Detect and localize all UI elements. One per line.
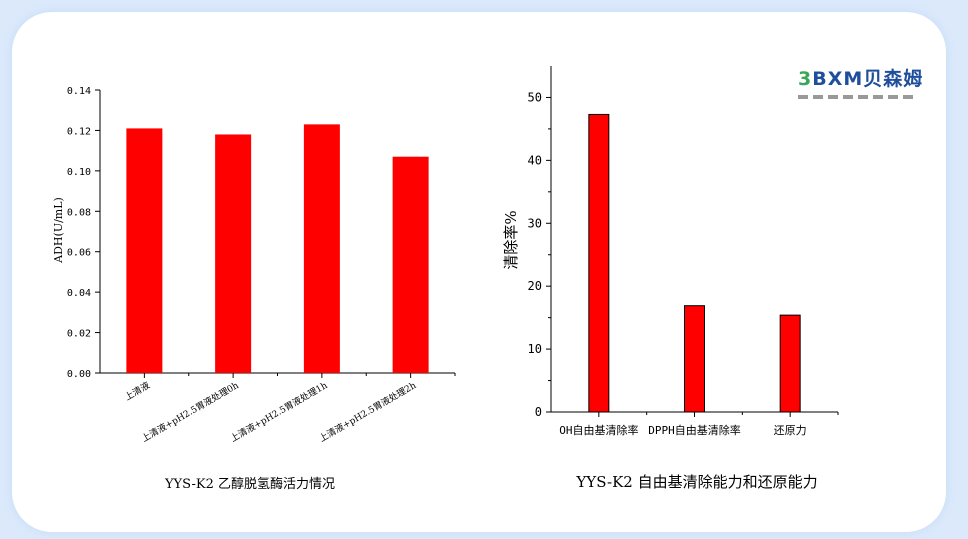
bar (126, 128, 163, 373)
y-axis-label: 清除率% (502, 210, 520, 269)
y-tick-label: 0.12 (67, 126, 91, 137)
x-tick-label: 上清液 (122, 379, 151, 403)
bar (215, 134, 252, 373)
logo-subtitle (798, 95, 916, 99)
y-tick-label: 0 (535, 405, 542, 419)
bar (303, 124, 340, 373)
brand-logo: 3BXM贝森姆 (798, 64, 923, 99)
logo-text: BXM贝森姆 (812, 68, 924, 90)
bar (588, 113, 610, 413)
bar (779, 314, 801, 413)
y-axis-label: ADH(U/mL) (52, 197, 65, 264)
y-tick-label: 0.04 (67, 288, 91, 299)
chart-title: YYS-K2 自由基清除能力和还原能力 (575, 473, 817, 491)
y-tick-label: 0.00 (67, 369, 91, 380)
y-tick-label: 0.06 (67, 248, 91, 259)
y-tick-label: 0.14 (67, 86, 91, 97)
y-tick-label: 20 (528, 279, 542, 293)
bar (392, 156, 429, 373)
x-tick-label: DPPH自由基清除率 (648, 423, 741, 437)
y-tick-label: 0.02 (67, 329, 91, 340)
y-tick-label: 50 (528, 90, 542, 104)
y-tick-label: 0.08 (67, 207, 91, 218)
x-tick-label: OH自由基清除率 (559, 423, 638, 437)
card (12, 12, 946, 532)
x-tick-label: 上清液+pH2.5胃液处理0h (139, 379, 240, 444)
chart-title: YYS-K2 乙醇脱氢酶活力情况 (164, 476, 335, 492)
x-tick-label: 上清液+pH2.5胃液处理1h (228, 379, 329, 444)
y-tick-label: 30 (528, 216, 542, 230)
y-tick-label: 10 (528, 342, 542, 356)
y-tick-label: 0.10 (67, 167, 91, 178)
bar (684, 305, 705, 413)
x-tick-label: 还原力 (774, 424, 807, 437)
y-tick-label: 40 (528, 153, 542, 167)
x-tick-label: 上清液+pH2.5胃液处理2h (317, 379, 418, 444)
